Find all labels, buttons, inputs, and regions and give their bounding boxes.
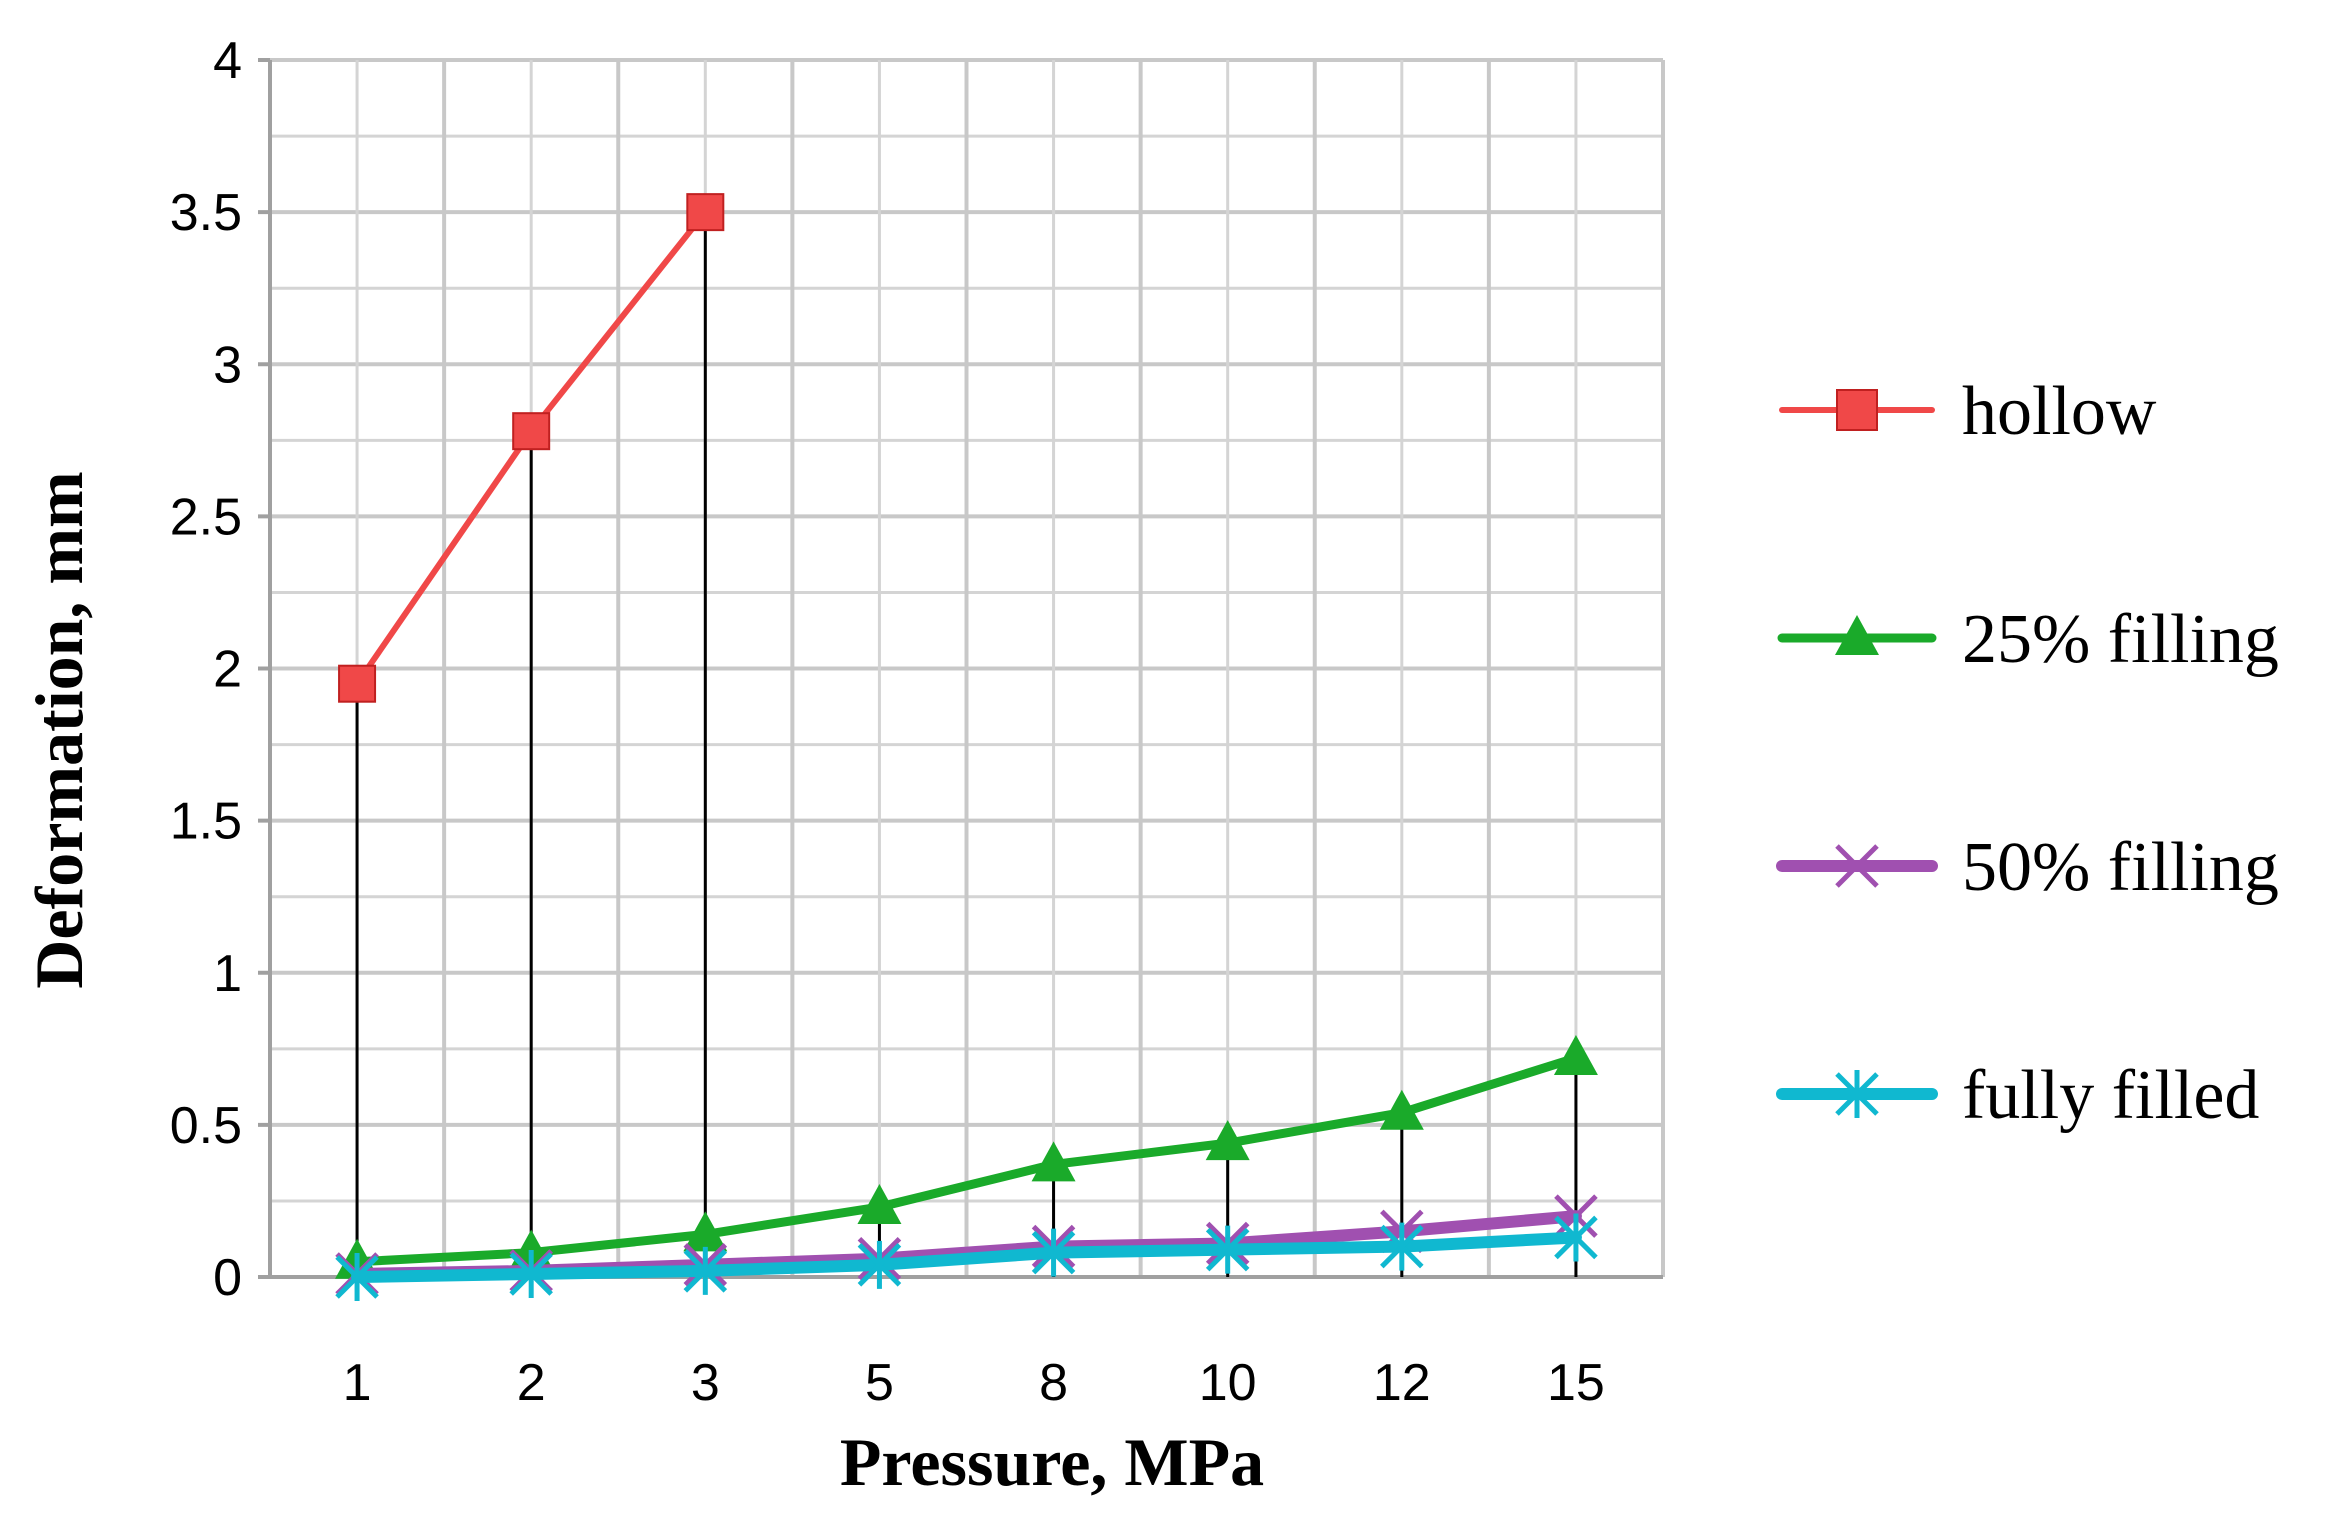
x-tick-label: 1	[343, 1354, 372, 1412]
data-point	[335, 1253, 379, 1301]
series-line	[352, 1053, 1581, 1267]
legend-item: 50% filling	[1776, 829, 2279, 906]
legend-label: 50% filling	[1962, 829, 2279, 906]
data-point	[1379, 1089, 1424, 1130]
y-tick-label: 1.5	[170, 793, 242, 851]
legend-label: 25% filling	[1962, 601, 2279, 678]
data-point	[857, 1240, 902, 1289]
legend-swatch-marker	[1835, 1070, 1879, 1118]
data-point	[1553, 1034, 1598, 1075]
y-axis-ticks: 0 0.5 1 1.5 2 2.5 3 3.5 4	[170, 32, 270, 1307]
y-tick-label: 2.5	[170, 488, 242, 546]
legend: hollow 25% filling 50% filling fully filled	[1776, 373, 2279, 1134]
x-tick-label: 8	[1039, 1354, 1068, 1412]
legend-item: 25% filling	[1777, 601, 2279, 678]
legend-item: fully filled	[1776, 1057, 2259, 1134]
y-tick-label: 3.5	[170, 184, 242, 242]
legend-swatch-marker	[1835, 615, 1879, 655]
data-point	[1205, 1120, 1250, 1161]
data-point	[683, 1246, 728, 1295]
data-point	[338, 664, 377, 703]
legend-swatch-marker	[1835, 844, 1879, 888]
legend-item: hollow	[1779, 373, 2157, 450]
y-tick-label: 0	[213, 1249, 242, 1307]
series-layer	[335, 193, 1598, 1301]
marker-stroke	[1835, 844, 1879, 888]
y-tick-label: 2	[213, 641, 242, 699]
x-axis-title: Pressure, MPa	[840, 1424, 1264, 1500]
y-tick-label: 1	[213, 945, 242, 1003]
y-tick-label: 4	[213, 32, 242, 90]
x-tick-label: 5	[865, 1354, 894, 1412]
x-tick-label: 3	[691, 1354, 720, 1412]
y-axis-title: Deformation, mm	[21, 471, 97, 988]
x-tick-label: 15	[1547, 1354, 1605, 1412]
data-point	[1380, 1222, 1424, 1271]
x-axis-ticks: 1 2 3 5 8 10 12 15	[343, 1354, 1605, 1412]
x-tick-label: 2	[517, 1354, 546, 1412]
legend-swatch-marker	[1836, 389, 1878, 431]
data-point	[686, 193, 725, 232]
data-point	[857, 1184, 902, 1225]
data-point	[509, 1249, 553, 1298]
data-point	[512, 412, 551, 451]
data-point	[1205, 1225, 1250, 1274]
series-hollow	[338, 193, 725, 703]
y-tick-label: 3	[213, 336, 242, 394]
legend-label: hollow	[1962, 373, 2157, 450]
x-tick-label: 10	[1199, 1354, 1257, 1412]
y-tick-label: 0.5	[170, 1097, 242, 1155]
data-point	[683, 1211, 728, 1252]
series-fully-filled	[335, 1213, 1598, 1301]
series-line	[351, 1231, 1582, 1283]
data-point	[1031, 1228, 1076, 1277]
x-tick-label: 12	[1373, 1354, 1431, 1412]
legend-label: fully filled	[1962, 1057, 2259, 1134]
data-point	[1031, 1141, 1076, 1182]
data-point	[1554, 1213, 1598, 1262]
